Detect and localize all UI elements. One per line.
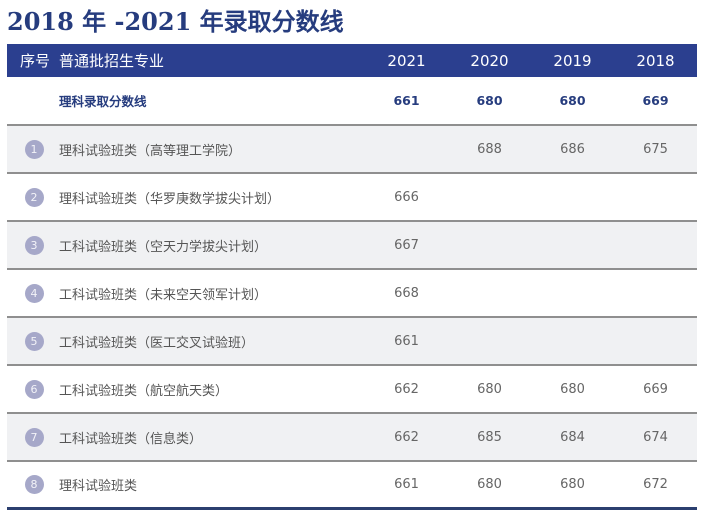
major-name: 工科试验班类（信息类） [59,431,203,447]
score-2019: 680 [560,381,585,397]
header-year-2021: 2021 [387,51,426,70]
score-2021: 668 [394,285,419,301]
header-year-2019: 2019 [553,51,592,70]
major-name: 工科试验班类（医工交叉试验班） [59,335,255,351]
score-2018: 672 [643,477,668,492]
header-major: 普通批招生专业 [59,52,165,70]
score-2020: 680 [477,477,502,492]
row-number-badge: 3 [24,235,44,255]
score-2020: 688 [477,141,502,157]
summary-2018: 669 [642,93,669,108]
major-name: 理科试验班类（华罗庚数学拔尖计划） [59,191,281,207]
major-name: 理科试验班类 [59,479,138,494]
summary-2019: 680 [559,93,586,108]
summary-label: 理科录取分数线 [59,94,147,109]
row-number-badge: 2 [24,187,44,207]
table-row: 5 工科试验班类（医工交叉试验班） 661 [7,318,697,366]
summary-2020: 680 [476,93,503,108]
major-name: 工科试验班类（空天力学拔尖计划） [59,239,268,255]
score-2018: 675 [643,141,668,157]
major-name: 理科试验班类（高等理工学院） [59,143,242,159]
row-number-badge: 4 [24,283,44,303]
score-2019: 686 [560,141,585,157]
score-2019: 684 [560,429,585,445]
score-2021: 661 [394,333,419,349]
score-2020: 680 [477,381,502,397]
table-row: 3 工科试验班类（空天力学拔尖计划） 667 [7,222,697,270]
score-2018: 669 [643,381,668,397]
table-row: 6 工科试验班类（航空航天类） 662 680 680 669 [7,366,697,414]
table-row: 1 理科试验班类（高等理工学院） 688 686 675 [7,126,697,174]
table-row: 8 理科试验班类 661 680 680 672 [7,462,697,510]
table-row: 2 理科试验班类（华罗庚数学拔尖计划） 666 [7,174,697,222]
score-2018: 674 [643,429,668,445]
row-number-badge: 7 [24,427,44,447]
major-name: 工科试验班类（航空航天类） [59,383,229,399]
score-2020: 685 [477,429,502,445]
row-number-badge: 8 [24,475,44,494]
score-2021: 666 [394,189,419,205]
row-number-badge: 5 [24,331,44,351]
summary-2021: 661 [393,93,420,108]
score-2021: 661 [394,477,419,492]
header-year-2020: 2020 [470,51,509,70]
header-year-2018: 2018 [636,51,675,70]
page-title: 2018 年 -2021 年录取分数线 [7,7,344,36]
score-2019: 680 [560,477,585,492]
row-number-badge: 1 [24,139,44,159]
admission-score-table: 序号 普通批招生专业 2021 2020 2019 2018 理科录取分数线 6… [7,44,697,510]
header-seq: 序号 [20,52,51,70]
major-name: 工科试验班类（未来空天领军计划） [59,287,268,303]
table-row: 7 工科试验班类（信息类） 662 685 684 674 [7,414,697,462]
table-row: 4 工科试验班类（未来空天领军计划） 668 [7,270,697,318]
score-2021: 662 [394,381,419,397]
score-2021: 662 [394,429,419,445]
score-2021: 667 [394,237,419,253]
row-number-badge: 6 [24,379,44,399]
summary-row: 理科录取分数线 661 680 680 669 [7,77,697,126]
table-header: 序号 普通批招生专业 2021 2020 2019 2018 [7,44,697,77]
